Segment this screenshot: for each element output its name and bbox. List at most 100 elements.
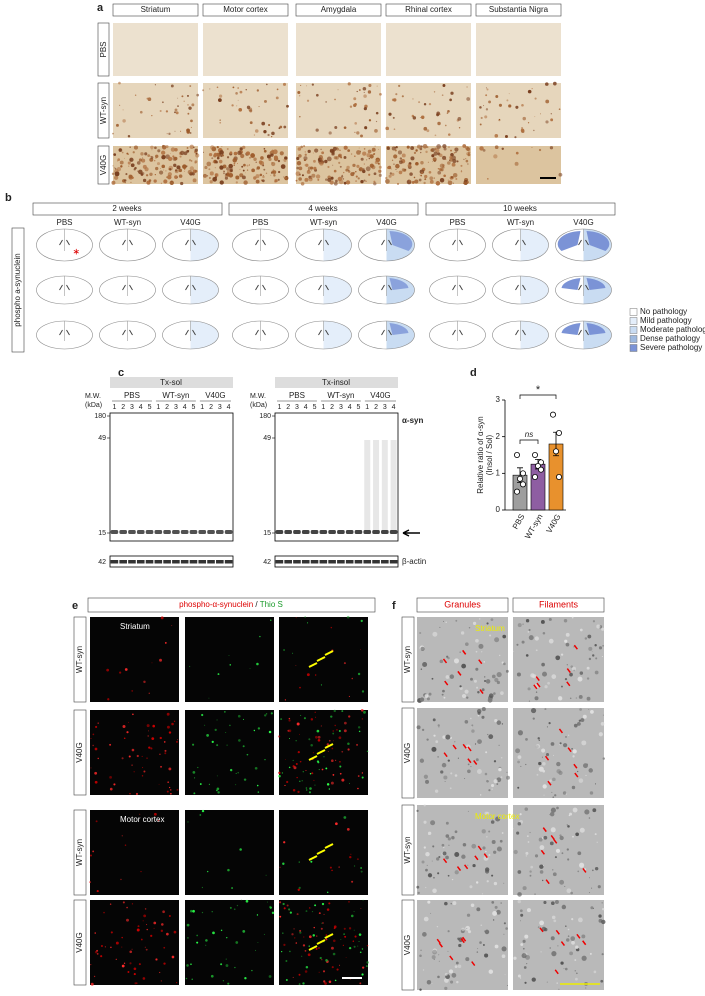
texture xyxy=(285,960,288,962)
arrow xyxy=(474,855,479,861)
texture xyxy=(461,663,467,669)
arrow xyxy=(460,938,465,944)
texture xyxy=(265,874,267,876)
texture xyxy=(236,904,239,907)
texture xyxy=(579,671,584,675)
texture xyxy=(390,168,392,170)
band xyxy=(301,560,310,564)
texture xyxy=(241,175,246,180)
texture xyxy=(312,934,315,937)
fluorescence-image xyxy=(279,710,368,795)
texture xyxy=(529,874,532,877)
texture xyxy=(504,135,508,139)
arrow xyxy=(473,760,478,765)
texture xyxy=(311,83,314,86)
texture xyxy=(500,902,502,904)
fluorescence-image xyxy=(185,617,274,702)
texture xyxy=(280,164,286,169)
texture xyxy=(443,846,445,849)
texture xyxy=(142,157,144,159)
texture xyxy=(420,949,422,951)
texture xyxy=(454,965,458,969)
texture xyxy=(115,123,119,127)
texture xyxy=(114,175,119,180)
texture xyxy=(233,151,238,156)
texture xyxy=(501,832,504,834)
texture xyxy=(197,766,199,769)
texture xyxy=(542,879,544,882)
texture xyxy=(358,933,362,936)
texture xyxy=(283,159,287,163)
pathology-area xyxy=(557,231,581,251)
texture xyxy=(571,666,576,671)
texture xyxy=(433,958,435,960)
smear xyxy=(364,440,371,530)
texture xyxy=(419,117,421,119)
texture xyxy=(396,171,398,173)
texture xyxy=(594,783,597,785)
texture xyxy=(467,153,471,157)
texture xyxy=(273,174,276,177)
texture xyxy=(161,923,164,926)
texture xyxy=(480,651,483,653)
texture xyxy=(160,929,164,933)
texture xyxy=(585,987,587,989)
texture xyxy=(163,179,168,184)
texture xyxy=(249,121,253,125)
texture xyxy=(214,173,219,178)
band xyxy=(389,560,398,564)
texture xyxy=(274,179,276,181)
texture xyxy=(550,827,556,833)
texture xyxy=(395,168,397,171)
texture xyxy=(125,173,128,176)
texture xyxy=(399,157,403,160)
texture xyxy=(174,130,176,132)
texture xyxy=(222,980,225,982)
texture xyxy=(467,810,469,812)
pathology-area xyxy=(561,323,581,335)
texture xyxy=(314,148,319,153)
texture xyxy=(180,181,184,186)
texture xyxy=(332,164,334,166)
texture xyxy=(487,178,489,180)
texture xyxy=(163,962,166,965)
texture xyxy=(307,149,311,154)
texture xyxy=(89,881,92,884)
texture xyxy=(572,807,578,813)
ventricle xyxy=(318,329,329,336)
texture xyxy=(462,843,467,847)
arrow xyxy=(316,849,326,855)
texture xyxy=(596,841,598,843)
texture xyxy=(442,735,446,739)
texture xyxy=(444,780,446,782)
texture xyxy=(459,685,462,688)
texture xyxy=(112,132,114,135)
texture xyxy=(467,769,471,774)
texture xyxy=(448,146,450,148)
micrograph xyxy=(203,23,288,76)
texture xyxy=(446,112,449,114)
lane-number: 4 xyxy=(183,404,187,411)
lane-number: 3 xyxy=(174,404,178,411)
arrow xyxy=(467,758,472,764)
texture xyxy=(432,949,438,955)
legend-label: Dense pathology xyxy=(640,334,700,343)
label: WT-syn xyxy=(162,391,189,400)
texture xyxy=(346,828,350,831)
texture xyxy=(209,171,214,176)
band xyxy=(275,530,284,534)
texture xyxy=(437,975,440,979)
texture xyxy=(572,749,577,754)
texture xyxy=(430,912,432,914)
lane-number: 4 xyxy=(139,404,143,411)
texture xyxy=(430,820,436,826)
stain-header: phospho-α-synuclein / Thio S xyxy=(179,600,283,609)
texture xyxy=(334,98,336,101)
pathology-area xyxy=(586,231,610,251)
texture xyxy=(237,771,239,774)
texture xyxy=(324,159,328,164)
texture xyxy=(246,164,249,167)
texture xyxy=(580,718,585,722)
label: PBS xyxy=(99,41,108,57)
texture xyxy=(193,777,196,779)
